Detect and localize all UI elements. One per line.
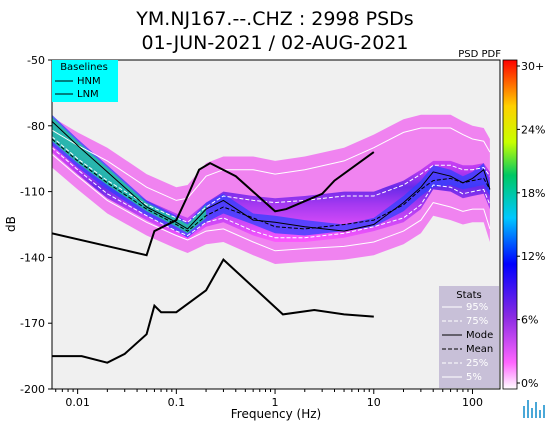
colorbar-tick-label: 6% <box>521 314 538 327</box>
y-tick-label: -50 <box>27 54 45 67</box>
y-tick-label: -170 <box>20 317 45 330</box>
x-tick-label: 1 <box>272 396 279 409</box>
x-tick-label: 10 <box>367 396 381 409</box>
colorbar <box>502 59 518 390</box>
x-axis-label: Frequency (Hz) <box>231 407 322 421</box>
colorbar-tick-label: 24% <box>521 123 545 136</box>
chart-title-line1: YM.NJ167.--.CHZ : 2998 PSDs <box>136 8 414 30</box>
colorbar-tick-label: 30+ <box>521 60 544 73</box>
p25-line <box>52 147 491 239</box>
p75-legend-label: 75% <box>466 316 488 327</box>
colorbar-label: PSD PDF <box>458 49 501 60</box>
plot-content <box>52 114 491 364</box>
mode-legend-label: Mode <box>466 330 493 341</box>
y-tick-label: -80 <box>27 120 45 133</box>
colorbar-tick-label: 0% <box>521 377 538 390</box>
colorbar-tick-label: 18% <box>521 187 545 200</box>
y-tick-label: -200 <box>20 383 45 396</box>
x-tick-label: 0.1 <box>168 396 186 409</box>
x-tick-label: 100 <box>462 396 483 409</box>
p05-legend-label: 5% <box>466 372 482 383</box>
lnm-curve <box>52 258 374 364</box>
p05-line <box>52 153 491 252</box>
baselines-legend-title: Baselines <box>60 62 108 73</box>
mode-line <box>52 121 491 232</box>
colorbar-tick-label: 12% <box>521 250 545 263</box>
chart-title-line2: 01-JUN-2021 / 02-AUG-2021 <box>141 32 409 54</box>
hnm-curve <box>52 151 375 257</box>
p95-line <box>52 127 491 201</box>
stats-legend-title: Stats <box>456 290 482 301</box>
plot-frame <box>51 59 501 390</box>
x-tick-label: 0.01 <box>65 396 90 409</box>
y-tick-label: -110 <box>20 186 45 199</box>
hnm-legend-label: HNM <box>77 76 101 87</box>
p75-line <box>52 136 491 223</box>
y-axis-label: dB <box>4 216 18 232</box>
lnm-legend-label: LNM <box>77 89 99 100</box>
mean-line <box>52 138 491 232</box>
p25-legend-label: 25% <box>466 358 488 369</box>
y-tick-label: -140 <box>20 251 45 264</box>
pdf-peak-band <box>52 117 207 234</box>
mean-legend-label: Mean <box>466 344 493 355</box>
waveform-logo-icon <box>523 400 545 418</box>
baselines-legend: Baselines HNM LNM <box>52 60 118 102</box>
stats-legend: Stats 95% 75% Mode Mean 25% 5% <box>439 286 499 388</box>
p95-legend-label: 95% <box>466 302 488 313</box>
